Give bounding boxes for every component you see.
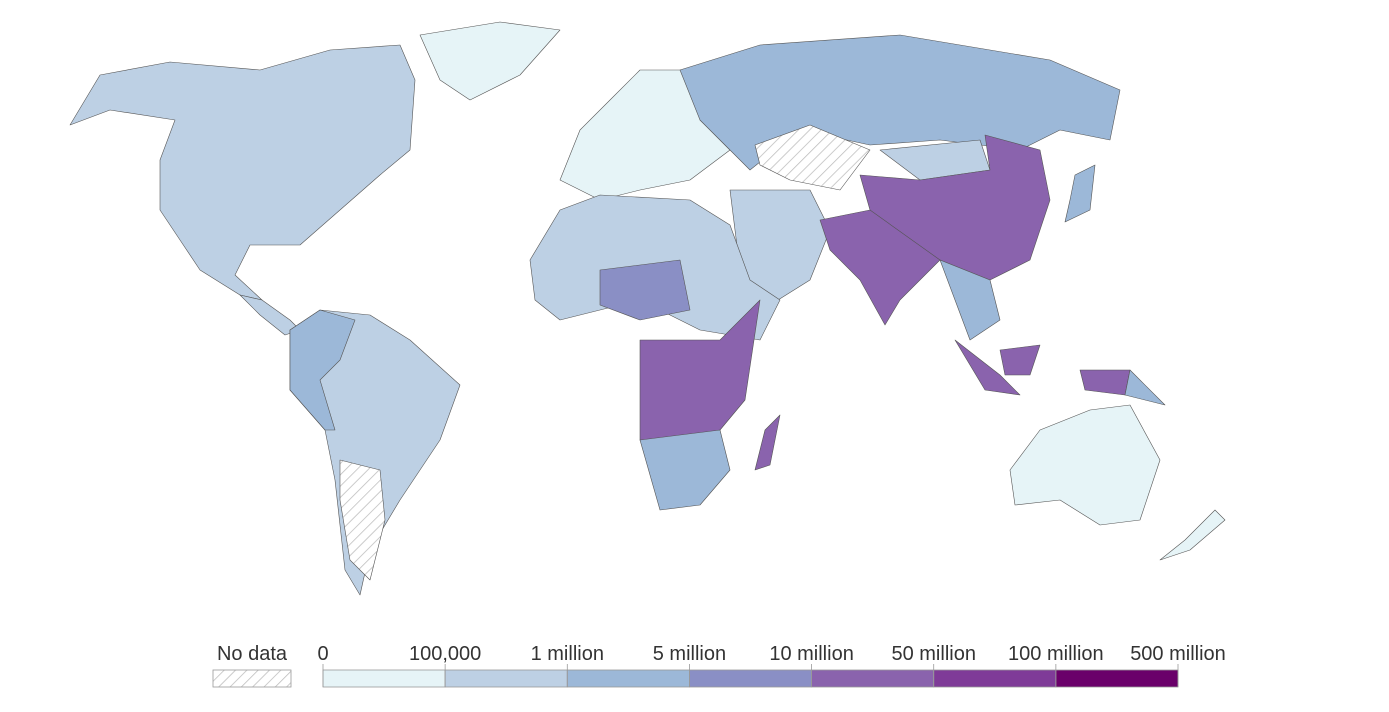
australia <box>1009 404 1161 526</box>
legend-tick-label: 100,000 <box>409 643 481 665</box>
north-america <box>69 44 416 301</box>
world-map <box>69 21 1226 596</box>
legend-bin <box>689 669 812 688</box>
legend-tick-label: 10 million <box>769 643 853 665</box>
legend-tick-label: 1 million <box>531 643 604 665</box>
legend-bin <box>933 669 1057 688</box>
greenland <box>419 21 561 101</box>
legend-bin <box>566 669 690 688</box>
kazakhstan <box>754 124 871 191</box>
new-guinea <box>1079 369 1131 396</box>
andes <box>289 309 356 431</box>
southern-africa <box>639 429 731 511</box>
madagascar <box>754 414 781 471</box>
legend-bin <box>1055 669 1179 688</box>
no-data-swatch <box>212 669 292 688</box>
southeast-asia <box>939 259 1001 341</box>
legend-bin <box>811 669 935 688</box>
india <box>819 209 941 326</box>
legend-bin <box>444 669 568 688</box>
legend-tick-label: 0 <box>317 643 328 665</box>
south-america <box>289 309 461 596</box>
argentina <box>339 459 386 581</box>
sumatra <box>954 339 1021 396</box>
legend-tick-label: 5 million <box>653 643 726 665</box>
legend-tick-label: 50 million <box>891 643 975 665</box>
japan <box>1064 164 1096 223</box>
papua-new-guinea <box>1124 369 1166 406</box>
legend-tick-label: 100 million <box>1008 643 1104 665</box>
sahel <box>599 259 691 321</box>
no-data-label: No data <box>217 643 288 665</box>
borneo <box>999 344 1041 376</box>
legend: No data 0 100,000 1 million 5 million 10 mil… <box>212 643 1226 688</box>
legend-bin <box>322 669 446 688</box>
new-zealand <box>1159 509 1226 561</box>
legend-tick-label: 500 million <box>1130 643 1226 665</box>
